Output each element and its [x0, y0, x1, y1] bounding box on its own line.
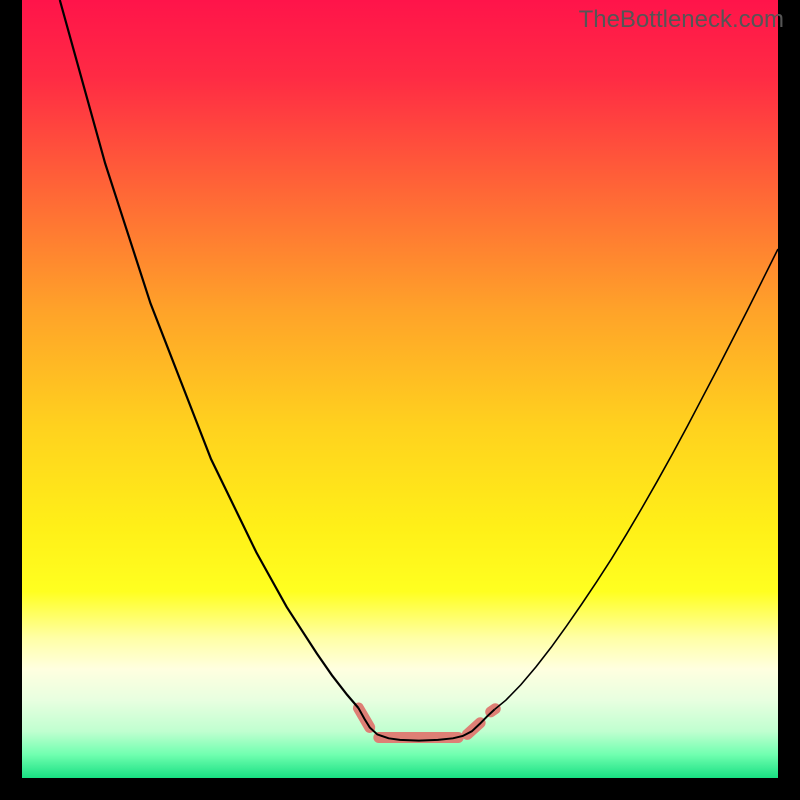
chart-container: TheBottleneck.com [0, 0, 800, 800]
bottleneck-chart [0, 0, 800, 800]
chart-gradient-bg [22, 0, 778, 778]
